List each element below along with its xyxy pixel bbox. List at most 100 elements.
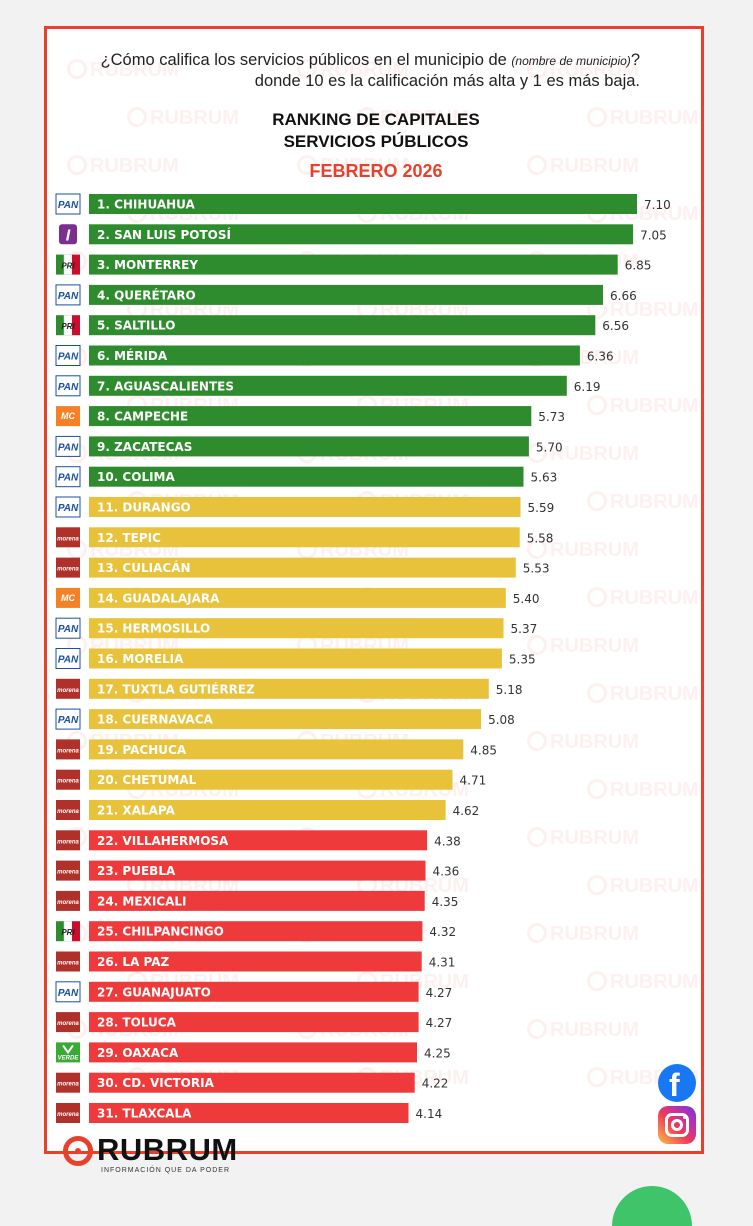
bar-category-label: 6. MÉRIDA — [97, 348, 168, 363]
party-logo-verde: VERDE — [56, 1042, 80, 1063]
bar-category-label: 12. TEPIC — [97, 531, 161, 545]
logo-text: PAN — [58, 200, 79, 211]
bar-value-label: 5.63 — [531, 471, 558, 485]
chart-period: FEBRERO 2026 — [309, 161, 443, 181]
chart-row: PAN 6. MÉRIDA 6.36 — [55, 345, 614, 366]
chart-row: morena 17. TUXTLA GUTIÉRREZ 5.18 — [56, 678, 523, 699]
logo-stripe — [56, 315, 64, 336]
logo-text: morena — [57, 1112, 79, 1118]
chart-row: morena 21. XALAPA 4.62 — [56, 800, 479, 820]
question-text-1: ¿Cómo califica los servicios públicos en… — [100, 51, 507, 69]
logo-text: morena — [57, 961, 79, 967]
rubrum-brand-logo: RUBRUM INFORMACIÓN QUE DA PODER — [63, 1133, 253, 1177]
logo-text: morena — [57, 839, 79, 845]
chart-row: morena 22. VILLAHERMOSA 4.38 — [56, 830, 461, 851]
bar-category-label: 14. GUADALAJARA — [97, 591, 220, 605]
chart-row: PRI 3. MONTERREY 6.85 — [56, 254, 651, 275]
logo-text: morena — [57, 536, 79, 542]
bar — [89, 406, 532, 427]
party-logo-morena: morena — [56, 1103, 80, 1123]
party-logo-pan: PAN — [55, 435, 81, 457]
bar-category-label: 7. AGUASCALIENTES — [97, 379, 234, 393]
logo-text: morena — [57, 809, 79, 815]
bar-category-label: 4. QUERÉTARO — [97, 287, 196, 302]
question-text-2: ? donde 10 es la calificación más alta y… — [254, 51, 640, 90]
chart-row: morena 23. PUEBLA 4.36 — [56, 860, 459, 881]
instagram-lens-shape — [671, 1119, 683, 1131]
bar — [89, 224, 634, 245]
chart-row: PAN 10. COLIMA 5.63 — [55, 466, 558, 488]
chart-row: PAN 15. HERMOSILLO 5.37 — [55, 617, 537, 639]
logo-text: PAN — [58, 291, 79, 302]
logo-frame — [56, 860, 80, 881]
bar — [89, 1103, 409, 1123]
chart-row: morena 31. TLAXCALA 4.14 — [56, 1103, 442, 1123]
bar — [89, 769, 453, 790]
bar — [89, 194, 637, 214]
bar — [89, 648, 502, 669]
logo-frame — [55, 435, 81, 457]
bar-category-label: 13. CULIACÁN — [97, 560, 191, 575]
logo-text: MC — [61, 593, 75, 603]
party-logo-mc: MC — [56, 587, 80, 608]
logo-frame — [56, 800, 80, 820]
party-logo-morena: morena — [56, 678, 80, 699]
party-logo-pan: PAN — [55, 648, 81, 669]
facebook-icon[interactable]: f — [658, 1064, 696, 1103]
bar-category-label: 18. CUERNAVACA — [97, 713, 214, 727]
chart-title: RANKING DE CAPITALES — [272, 110, 480, 129]
bar-value-label: 4.27 — [426, 986, 453, 1000]
party-logo-pri: PRI — [56, 254, 80, 275]
logo-text: PAN — [58, 503, 79, 514]
bar-category-label: 27. GUANAJUATO — [97, 985, 211, 999]
bar-category-label: 1. CHIHUAHUA — [97, 198, 196, 212]
chart-row: PAN 18. CUERNAVACA 5.08 — [55, 708, 515, 730]
bar-category-label: 3. MONTERREY — [97, 258, 198, 272]
chart-row: PAN 11. DURANGO 5.59 — [55, 496, 555, 518]
logo-frame — [56, 527, 80, 548]
bar-category-label: 10. COLIMA — [97, 470, 175, 484]
bar — [89, 921, 423, 942]
logo-text: PAN — [58, 352, 79, 363]
logo-frame — [56, 1103, 80, 1123]
logo-stripe — [72, 315, 80, 336]
party-logo-morena: morena — [56, 769, 80, 790]
bar-value-label: 5.40 — [513, 592, 540, 606]
bar-category-label: 20. CHETUMAL — [97, 773, 197, 787]
bar — [89, 254, 618, 275]
bar-category-label: 29. OAXACA — [97, 1046, 179, 1060]
bar — [89, 557, 516, 578]
instagram-icon[interactable] — [658, 1106, 696, 1144]
logo-stripe — [72, 254, 80, 275]
logo-text: PAN — [58, 715, 79, 726]
party-logo-pan: PAN — [55, 466, 81, 488]
party-logo-pri: PRI — [56, 314, 80, 336]
party-logo-pan: PAN — [55, 496, 81, 518]
question-placeholder: (nombre de municipio) — [511, 54, 631, 68]
chart-row: PAN 7. AGUASCALIENTES 6.19 — [55, 375, 601, 397]
bar-category-label: 30. CD. VICTORIA — [97, 1076, 215, 1090]
bar — [89, 1072, 415, 1093]
logo-text: morena — [57, 870, 79, 876]
bar-category-label: 11. DURANGO — [97, 501, 191, 515]
logo-frame — [55, 193, 81, 215]
bar-category-label: 28. TOLUCA — [97, 1016, 177, 1030]
bar — [89, 800, 446, 820]
logo-frame — [55, 284, 81, 306]
bar-category-label: 5. SALTILLO — [97, 319, 175, 333]
bar-category-label: 19. PACHUCA — [97, 743, 187, 757]
ranking-bar-chart: PAN 1. CHIHUAHUA 7.10 I 2. SAN LUIS POTOSÍ 7.… — [55, 193, 671, 1123]
logo-text: I — [66, 227, 71, 244]
logo-stripe — [72, 921, 80, 942]
logo-text: PAN — [58, 442, 79, 453]
bar-category-label: 16. MORELIA — [97, 652, 184, 666]
bar-category-label: 21. XALAPA — [97, 804, 176, 818]
logo-frame — [56, 557, 80, 578]
logo-text: PAN — [58, 382, 79, 393]
logo-frame — [56, 830, 80, 851]
party-logo-morena: morena — [56, 951, 80, 972]
bar-value-label: 5.59 — [528, 501, 555, 515]
logo-frame — [56, 890, 80, 911]
survey-question: ¿Cómo califica los servicios públicos en… — [64, 50, 640, 91]
logo-frame — [55, 648, 81, 669]
